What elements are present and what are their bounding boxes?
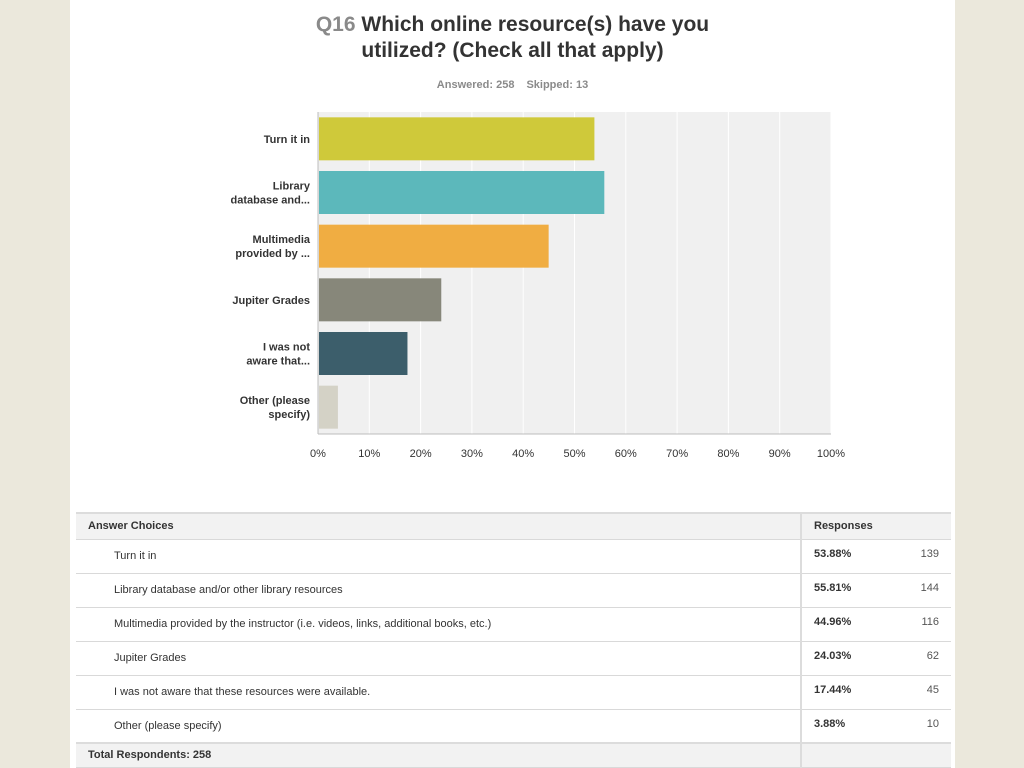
answered-skipped: Answered: 258 Skipped: 13 — [70, 79, 955, 91]
response-count: 10 — [876, 709, 952, 744]
header-answer-choices: Answer Choices — [76, 513, 801, 540]
category-label: I was not — [263, 342, 310, 354]
category-label: database and... — [231, 195, 310, 207]
question-title-line2: utilized? (Check all that apply) — [361, 39, 664, 62]
table-row: Other (please specify) 3.88% 10 — [76, 709, 952, 744]
skipped-count: Skipped: 13 — [526, 79, 589, 91]
response-percent: 44.96% — [800, 607, 876, 642]
response-count: 144 — [876, 573, 952, 608]
table-row: Jupiter Grades 24.03% 62 — [76, 641, 952, 676]
response-count: 62 — [876, 641, 952, 676]
category-label: Turn it in — [264, 134, 311, 146]
x-tick-label: 10% — [358, 448, 380, 460]
category-label: provided by ... — [235, 248, 310, 260]
bar-chart: 0% 10% 20% 30% 40% 50% 60% 70% 80% 90% 100% Turn it… — [231, 112, 845, 460]
x-tick-label: 50% — [563, 448, 585, 460]
bar — [319, 224, 549, 268]
x-tick-label: 70% — [666, 448, 688, 460]
x-tick-label: 80% — [717, 448, 739, 460]
x-tick-label: 30% — [461, 448, 483, 460]
bar — [319, 332, 408, 375]
question-title-line1: Which online resource(s) have you — [361, 13, 710, 36]
answer-choice: Turn it in — [76, 539, 801, 574]
header-responses: Responses — [799, 513, 952, 540]
table-row: I was not aware that these resources wer… — [76, 675, 952, 710]
x-tick-label: 20% — [410, 448, 432, 460]
category-label: Other (please — [240, 395, 310, 407]
answer-choice: Library database and/or other library re… — [76, 573, 801, 608]
category-label: specify) — [268, 409, 310, 421]
response-percent: 55.81% — [800, 573, 876, 608]
table-footer: Total Respondents: 258 — [76, 743, 952, 768]
bar — [319, 385, 338, 429]
response-count: 139 — [876, 539, 952, 574]
x-tick-label: 40% — [512, 448, 534, 460]
question-number: Q16 — [315, 13, 356, 36]
x-tick-label: 0% — [310, 448, 326, 460]
x-tick-label: 60% — [615, 448, 637, 460]
total-side-cell — [799, 743, 952, 768]
table-row: Multimedia provided by the instructor (i… — [76, 607, 952, 642]
category-label: Multimedia — [253, 234, 311, 246]
answer-choice: Jupiter Grades — [76, 641, 801, 676]
category-label: aware that... — [246, 356, 310, 368]
table-row: Library database and/or other library re… — [76, 573, 952, 608]
table-row: Turn it in 53.88% 139 — [76, 539, 952, 574]
answer-choice: Other (please specify) — [76, 709, 801, 744]
bar — [319, 278, 442, 322]
category-label: Jupiter Grades — [232, 295, 310, 307]
bar — [319, 171, 605, 214]
table-header: Answer Choices Responses — [76, 513, 952, 540]
category-label: Library — [273, 181, 311, 193]
response-percent: 24.03% — [800, 641, 876, 676]
response-percent: 53.88% — [800, 539, 876, 574]
response-percent: 3.88% — [800, 709, 876, 744]
answer-choice: I was not aware that these resources wer… — [76, 675, 801, 710]
total-respondents: Total Respondents: 258 — [76, 743, 801, 768]
response-count: 45 — [876, 675, 952, 710]
answer-choice: Multimedia provided by the instructor (i… — [76, 607, 801, 642]
response-count: 116 — [876, 607, 952, 642]
answered-count: Answered: 258 — [436, 79, 515, 91]
response-percent: 17.44% — [800, 675, 876, 710]
x-tick-label: 100% — [817, 448, 845, 460]
x-tick-label: 90% — [769, 448, 791, 460]
responses-table: Answer Choices Responses Turn it in 53.88… — [76, 512, 952, 768]
bar — [319, 117, 595, 161]
question-title: Q16 Which online resource(s) have you ut… — [70, 12, 955, 64]
